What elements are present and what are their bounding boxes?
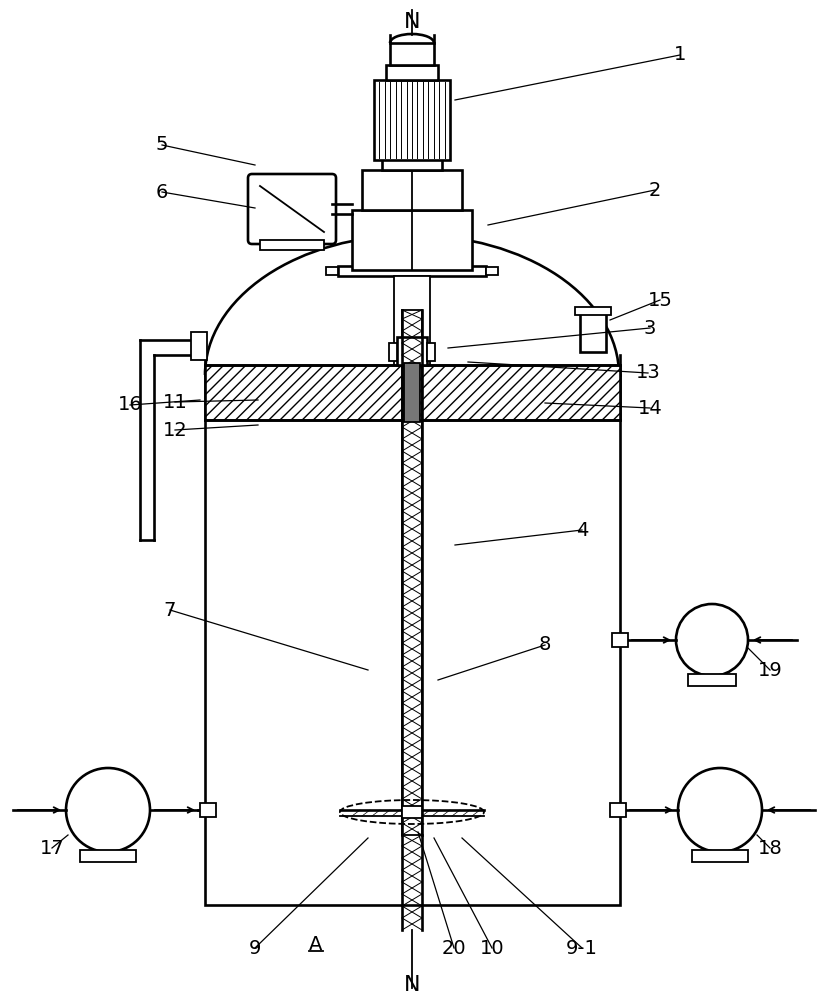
Text: 10: 10 (480, 938, 504, 958)
Bar (80, 850, 136, 862)
Text: 18: 18 (758, 838, 782, 857)
Text: 16: 16 (117, 395, 142, 414)
Bar (386, 65, 438, 80)
Text: 17: 17 (40, 838, 64, 857)
Text: 3: 3 (644, 318, 656, 338)
Text: 15: 15 (647, 290, 672, 310)
Text: 13: 13 (636, 363, 661, 382)
Text: N: N (404, 975, 420, 995)
Text: 12: 12 (162, 420, 187, 440)
Bar (404, 363, 420, 422)
FancyBboxPatch shape (248, 174, 336, 244)
Text: 2: 2 (649, 180, 661, 200)
Text: 9: 9 (249, 938, 261, 958)
Bar (352, 210, 472, 270)
Bar (389, 343, 397, 361)
Bar (260, 240, 324, 250)
Text: 11: 11 (162, 392, 187, 412)
Bar (427, 343, 435, 361)
Bar (575, 307, 611, 315)
Text: 1: 1 (674, 45, 686, 64)
Text: 4: 4 (576, 520, 588, 540)
Text: 19: 19 (758, 660, 782, 680)
Text: 20: 20 (442, 938, 466, 958)
Bar (205, 375, 620, 905)
Text: 5: 5 (156, 135, 168, 154)
Text: 14: 14 (637, 398, 662, 418)
Bar (205, 365, 620, 420)
Bar (191, 332, 207, 360)
Circle shape (66, 768, 150, 852)
Text: A: A (310, 936, 323, 954)
Bar (374, 80, 450, 160)
Text: 8: 8 (539, 636, 551, 654)
Bar (692, 850, 748, 862)
Bar (326, 267, 338, 275)
Bar (402, 806, 422, 818)
Bar (338, 266, 486, 276)
Bar (390, 43, 434, 65)
Bar (402, 310, 422, 835)
Text: 7: 7 (164, 600, 176, 619)
Bar (397, 337, 427, 365)
Bar (612, 633, 628, 647)
Bar (580, 310, 606, 352)
Text: N: N (404, 12, 420, 32)
Bar (200, 803, 216, 817)
Bar (362, 170, 462, 210)
Circle shape (678, 768, 762, 852)
Bar (394, 276, 430, 375)
Text: 9-1: 9-1 (566, 938, 598, 958)
Text: 6: 6 (156, 182, 168, 202)
Bar (610, 803, 626, 817)
Bar (486, 267, 498, 275)
Circle shape (676, 604, 748, 676)
Bar (688, 674, 736, 686)
Bar (382, 158, 442, 170)
